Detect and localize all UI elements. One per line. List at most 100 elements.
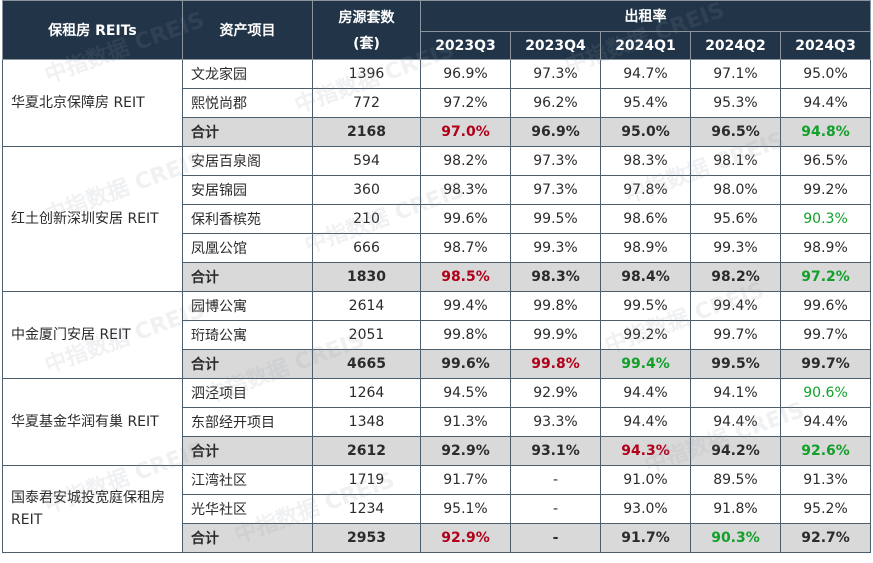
asset-name: 光华社区 (182, 494, 313, 524)
total-label: 合计 (182, 262, 313, 292)
occupancy-rate: 98.9% (779, 233, 872, 263)
occupancy-rate: 94.3% (600, 436, 691, 466)
occupancy-rate: 96.9% (420, 59, 511, 89)
occupancy-rate: 90.3% (779, 204, 872, 234)
total-label: 合计 (182, 436, 313, 466)
unit-count: 4665 (312, 349, 421, 379)
table-row: 红土创新深圳安居 REIT 安居百泉阁 594 98.2% 97.3% 98.3% 98.1… (2, 146, 872, 292)
occupancy-rate: 99.3% (510, 233, 601, 263)
unit-count: 1234 (312, 494, 421, 524)
occupancy-rate: 91.7% (600, 523, 691, 553)
occupancy-rate: 97.2% (779, 262, 872, 292)
asset-name: 泗泾项目 (182, 378, 313, 408)
table-row: 东部经开项目 1348 91.3% 93.3% 94.4% 94.4% 94.4% (3, 407, 872, 437)
occupancy-rate: 98.0% (690, 175, 781, 205)
asset-name: 东部经开项目 (182, 407, 313, 437)
occupancy-rate: 98.2% (420, 146, 511, 176)
occupancy-rate: 99.6% (420, 204, 511, 234)
asset-name: 熙悦尚郡 (182, 88, 313, 118)
asset-name: 安居锦园 (182, 175, 313, 205)
occupancy-rate: 90.3% (690, 523, 781, 553)
reit-name: 华夏基金华润有巢 REIT (2, 378, 183, 466)
occupancy-rate: 99.7% (690, 320, 781, 350)
occupancy-rate: 98.3% (420, 175, 511, 205)
occupancy-rate: 94.1% (690, 378, 781, 408)
occupancy-rate: 99.9% (510, 320, 601, 350)
unit-count: 666 (312, 233, 421, 263)
asset-name: 园博公寓 (182, 291, 313, 321)
occupancy-rate: 95.3% (690, 88, 781, 118)
occupancy-rate: 99.7% (779, 349, 872, 379)
asset-name: 珩琦公寓 (182, 320, 313, 350)
occupancy-rate: 95.6% (690, 204, 781, 234)
occupancy-rate: 93.1% (510, 436, 601, 466)
header-asset: 资产项目 (182, 0, 313, 60)
occupancy-rate: 92.9% (420, 523, 511, 553)
occupancy-rate: 97.8% (600, 175, 691, 205)
asset-name: 保利香槟苑 (182, 204, 313, 234)
occupancy-rate: 98.4% (600, 262, 691, 292)
unit-count: 2051 (312, 320, 421, 350)
asset-name: 安居百泉阁 (182, 146, 313, 176)
occupancy-rate: - (510, 494, 601, 524)
occupancy-rate: 94.4% (600, 407, 691, 437)
occupancy-rate: 97.2% (420, 88, 511, 118)
unit-count: 2168 (312, 117, 421, 147)
table-body: 华夏北京保障房 REIT 文龙家园 1396 96.9% 97.3% 94.7% 97.1%… (2, 59, 872, 553)
unit-count: 1830 (312, 262, 421, 292)
total-row: 合计 2612 92.9% 93.1% 94.3% 94.2% 92.6% (3, 436, 872, 466)
occupancy-rate: 96.9% (510, 117, 601, 147)
reit-name: 华夏北京保障房 REIT (2, 59, 183, 147)
header-reit: 保租房 REITs (2, 0, 183, 60)
occupancy-rate: 96.2% (510, 88, 601, 118)
occupancy-rate: 92.6% (779, 436, 872, 466)
occupancy-rate: 95.0% (600, 117, 691, 147)
occupancy-rate: 98.9% (600, 233, 691, 263)
occupancy-rate: 99.4% (690, 291, 781, 321)
occupancy-rate: 97.3% (510, 59, 601, 89)
reit-name: 红土创新深圳安居 REIT (2, 146, 183, 292)
occupancy-rate: 94.4% (690, 407, 781, 437)
occupancy-rate: 97.0% (420, 117, 511, 147)
occupancy-rate: 99.2% (600, 320, 691, 350)
occupancy-rate: 91.8% (690, 494, 781, 524)
occupancy-rate: 95.0% (779, 59, 872, 89)
occupancy-rate: 93.3% (510, 407, 601, 437)
unit-count: 2612 (312, 436, 421, 466)
occupancy-rate: 91.3% (779, 465, 872, 495)
occupancy-rate: 99.6% (779, 291, 872, 321)
header-quarter: 2024Q1 (600, 31, 691, 60)
occupancy-rate: 91.7% (420, 465, 511, 495)
occupancy-rate: 99.8% (510, 291, 601, 321)
header-quarter: 2023Q4 (510, 31, 601, 60)
occupancy-rate: 94.2% (690, 436, 781, 466)
unit-count: 2614 (312, 291, 421, 321)
table-row: 华夏北京保障房 REIT 文龙家园 1396 96.9% 97.3% 94.7% 97.1%… (2, 59, 872, 147)
occupancy-rate: 98.3% (510, 262, 601, 292)
occupancy-rate: 99.8% (420, 320, 511, 350)
table-row: 光华社区 1234 95.1% -93.0% 91.8% 95.2% (3, 494, 872, 524)
occupancy-rate: 94.5% (420, 378, 511, 408)
occupancy-rate: 99.5% (690, 349, 781, 379)
unit-count: 1264 (312, 378, 421, 408)
occupancy-rate: 96.5% (779, 146, 872, 176)
header-quarter: 2024Q2 (690, 31, 781, 60)
unit-count: 210 (312, 204, 421, 234)
occupancy-rate: 99.3% (690, 233, 781, 263)
occupancy-rate: 99.2% (779, 175, 872, 205)
occupancy-rate: 98.7% (420, 233, 511, 263)
occupancy-rate: 97.1% (690, 59, 781, 89)
asset-name: 文龙家园 (182, 59, 313, 89)
occupancy-rate: 99.8% (510, 349, 601, 379)
occupancy-rate: 94.7% (600, 59, 691, 89)
occupancy-rate: - (510, 465, 601, 495)
unit-count: 594 (312, 146, 421, 176)
occupancy-rate: 92.9% (510, 378, 601, 408)
total-label: 合计 (182, 117, 313, 147)
occupancy-table: 保租房 REITs 资产项目 房源套数 (套) 出租率 2023Q3 2023Q… (2, 0, 872, 553)
occupancy-rate: 98.1% (690, 146, 781, 176)
occupancy-rate: 95.4% (600, 88, 691, 118)
occupancy-rate: 97.3% (510, 175, 601, 205)
unit-count: 1719 (312, 465, 421, 495)
total-label: 合计 (182, 523, 313, 553)
